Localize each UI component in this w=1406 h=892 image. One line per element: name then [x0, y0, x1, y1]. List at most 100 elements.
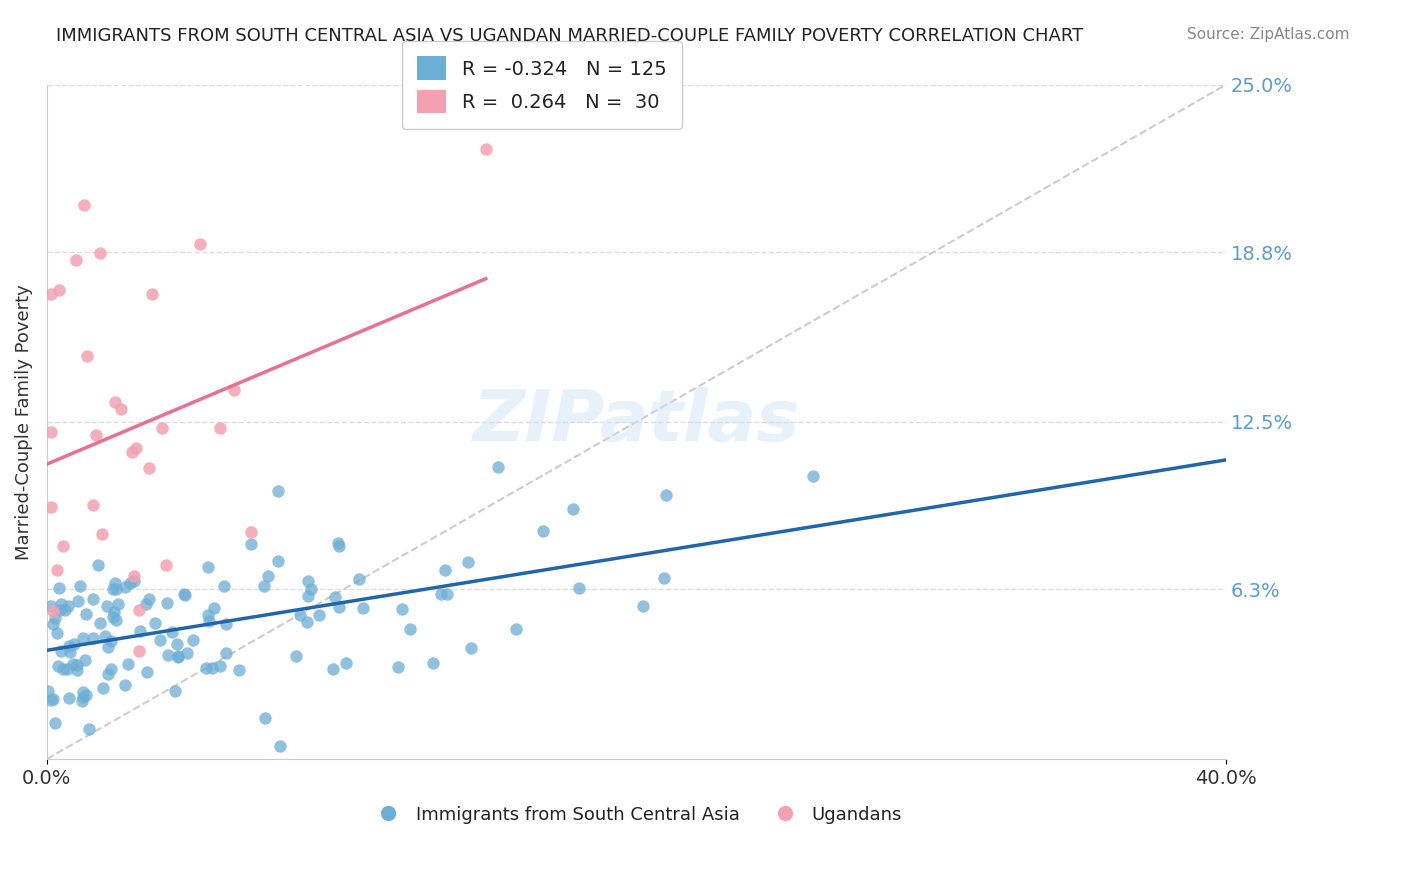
Point: [167, 649, 190, 664]
Point: [285, 648, 308, 663]
Point: [328, 600, 350, 615]
Point: [89, 615, 111, 630]
Point: [72, 632, 94, 646]
Point: [41, 691, 63, 706]
Point: [122, 574, 145, 589]
Point: [197, 607, 219, 622]
Point: [103, 605, 125, 619]
Text: ZIPatlas: ZIPatlas: [472, 387, 800, 457]
Point: [77, 722, 100, 736]
Point: [49, 644, 72, 658]
Point: [267, 484, 290, 499]
Point: [198, 614, 221, 628]
Point: [48, 283, 70, 297]
Point: [149, 633, 172, 648]
Point: [328, 536, 350, 550]
Point: [49, 598, 72, 612]
Point: [107, 597, 129, 611]
Point: [62, 637, 84, 651]
Point: [125, 442, 148, 456]
Point: [387, 659, 409, 673]
Point: [323, 591, 346, 605]
Point: [75, 607, 97, 621]
Point: [328, 539, 350, 553]
Point: [104, 395, 127, 409]
Point: [48, 581, 70, 595]
Point: [335, 657, 357, 671]
Point: [155, 558, 177, 572]
Point: [128, 644, 150, 658]
Point: [201, 661, 224, 675]
Point: [69, 579, 91, 593]
Point: [72, 694, 94, 708]
Point: [163, 683, 186, 698]
Point: [138, 592, 160, 607]
Point: [422, 656, 444, 670]
Point: [166, 637, 188, 651]
Point: [72, 690, 94, 705]
Point: [568, 581, 591, 595]
Point: [89, 246, 111, 260]
Point: [631, 599, 654, 613]
Point: [239, 525, 262, 540]
Point: [52, 539, 75, 553]
Point: [322, 662, 344, 676]
Point: [253, 579, 276, 593]
Point: [173, 587, 195, 601]
Point: [103, 575, 125, 590]
Point: [122, 569, 145, 583]
Point: [96, 599, 118, 613]
Point: [531, 524, 554, 538]
Point: [352, 601, 374, 615]
Point: [457, 555, 479, 569]
Point: [39, 425, 62, 439]
Point: [297, 615, 319, 629]
Point: [391, 602, 413, 616]
Point: [299, 582, 322, 597]
Point: [801, 468, 824, 483]
Point: [41, 287, 63, 301]
Point: [105, 613, 128, 627]
Point: [56, 662, 79, 676]
Point: [214, 579, 236, 593]
Point: [58, 691, 80, 706]
Point: [100, 663, 122, 677]
Point: [76, 349, 98, 363]
Point: [42, 617, 65, 632]
Point: [129, 624, 152, 638]
Point: [174, 588, 197, 602]
Point: [110, 402, 132, 417]
Point: [655, 487, 678, 501]
Point: [82, 592, 104, 607]
Point: [117, 657, 139, 671]
Point: [486, 459, 509, 474]
Point: [654, 571, 676, 585]
Point: [91, 681, 114, 696]
Y-axis label: Married-Couple Family Poverty: Married-Couple Family Poverty: [15, 284, 32, 560]
Point: [222, 383, 245, 397]
Point: [105, 582, 128, 596]
Point: [434, 563, 457, 577]
Point: [141, 286, 163, 301]
Point: [162, 625, 184, 640]
Point: [347, 572, 370, 586]
Point: [39, 500, 62, 514]
Point: [82, 631, 104, 645]
Point: [308, 607, 330, 622]
Point: [114, 580, 136, 594]
Point: [181, 633, 204, 648]
Point: [239, 537, 262, 551]
Point: [114, 678, 136, 692]
Point: [150, 421, 173, 435]
Point: [72, 685, 94, 699]
Point: [215, 617, 238, 632]
Point: [66, 658, 89, 673]
Point: [84, 428, 107, 442]
Point: [41, 599, 63, 613]
Point: [288, 608, 311, 623]
Point: [561, 502, 583, 516]
Point: [37, 684, 59, 698]
Point: [128, 602, 150, 616]
Point: [121, 445, 143, 459]
Point: [52, 662, 75, 676]
